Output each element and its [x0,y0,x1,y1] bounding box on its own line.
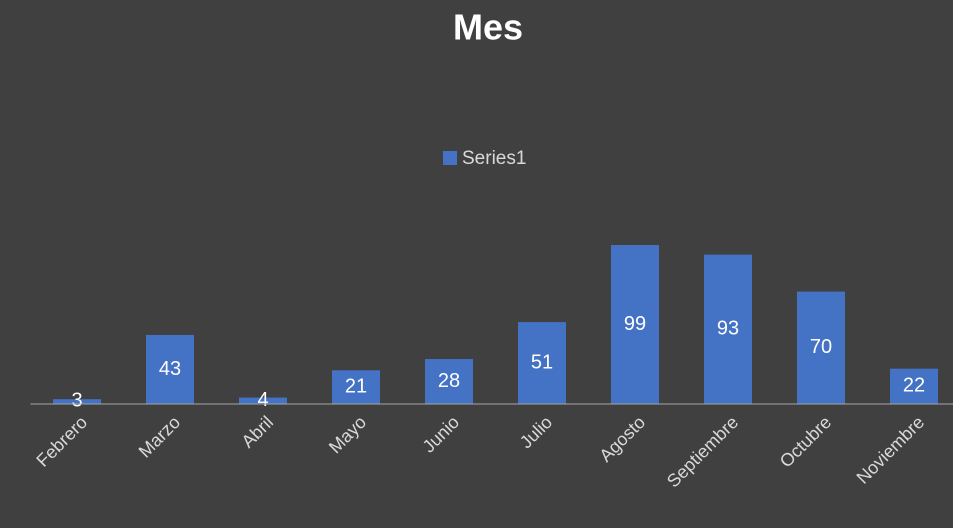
bar [239,397,287,404]
bar [332,370,380,404]
bar [425,359,473,404]
data-label: 99 [624,313,646,335]
legend-label: Series1 [462,148,526,169]
bar [53,399,101,404]
chart-title: Mes [453,7,523,48]
data-label: 22 [903,375,925,397]
data-label: 3 [71,389,82,411]
bar [146,334,194,404]
data-label: 28 [438,370,460,392]
bar [797,291,845,404]
data-label: 93 [717,318,739,340]
data-label: 21 [345,375,367,397]
data-label: 70 [810,336,832,358]
legend-swatch [443,151,457,165]
bar [704,254,752,404]
data-label: 51 [531,351,553,373]
data-label: 4 [257,389,268,411]
bar [890,368,938,404]
data-label: 43 [159,358,181,380]
bar [518,322,566,404]
bar [611,245,659,404]
